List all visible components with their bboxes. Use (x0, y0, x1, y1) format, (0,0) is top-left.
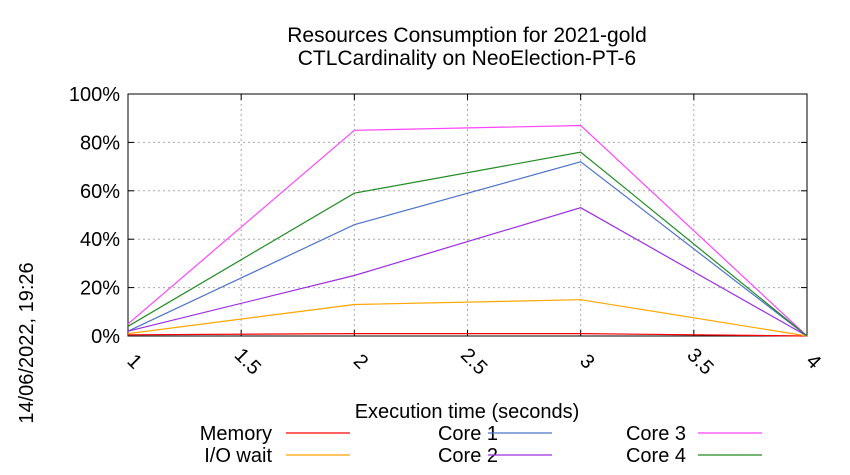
series-line-core-2 (127, 207, 808, 337)
timestamp-label: 14/06/2022, 19:26 (16, 262, 38, 423)
series-line-memory (127, 333, 808, 337)
series-line-i-o-wait (127, 299, 808, 337)
y-tick-label: 0% (91, 326, 120, 348)
legend-label-memory: Memory (200, 423, 272, 445)
y-axis: 0% 20% 40% 60% 80% 100% (69, 84, 807, 348)
series-line-core-4 (127, 151, 808, 337)
x-tick-label: 3.5 (682, 344, 717, 379)
series-line-core-3 (127, 124, 808, 337)
x-tick-label: 1.5 (230, 344, 265, 379)
x-axis-label: Execution time (seconds) (355, 401, 580, 423)
series (127, 124, 808, 337)
y-tick-label: 60% (80, 181, 120, 203)
legend-label-core-4: Core 4 (626, 445, 686, 467)
x-tick-label: 4 (802, 350, 825, 373)
y-tick-label: 100% (69, 84, 120, 106)
x-tick-label: 1 (123, 350, 146, 373)
legend-label-core-3: Core 3 (626, 423, 686, 445)
y-tick-label: 80% (80, 132, 120, 154)
legend-label-core-1: Core 1 (438, 423, 498, 445)
x-axis: 1 1.5 2 2.5 3 3.5 4 (123, 94, 825, 379)
x-tick-label: 2 (349, 350, 372, 373)
chart-subtitle: CTLCardinality on NeoElection-PT-6 (298, 47, 636, 70)
y-tick-label: 20% (80, 278, 120, 300)
y-tick-label: 40% (80, 229, 120, 251)
legend-label-core-2: Core 2 (438, 445, 498, 467)
x-tick-label: 3 (575, 350, 598, 373)
series-line-core-1 (127, 161, 808, 337)
legend-label-i-o-wait: I/O wait (204, 445, 272, 467)
grid (128, 94, 807, 336)
x-tick-label: 2.5 (456, 344, 491, 379)
chart-title: Resources Consumption for 2021-gold (287, 24, 647, 47)
